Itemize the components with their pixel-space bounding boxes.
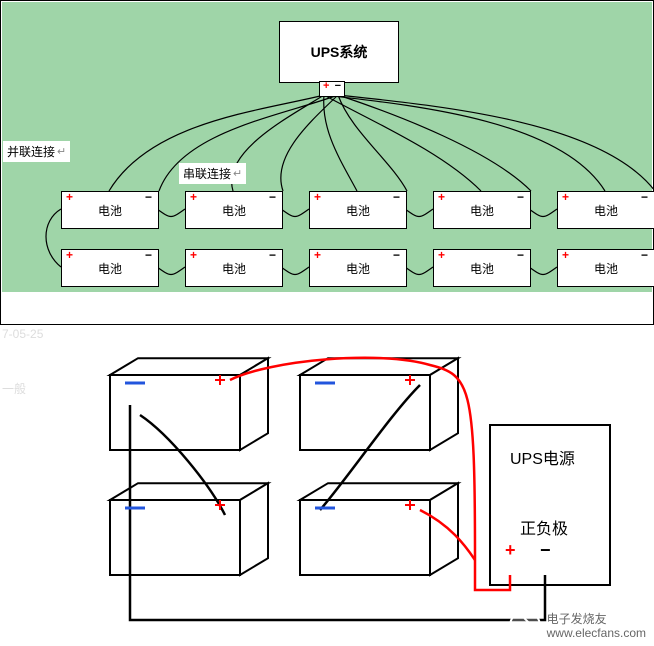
ups-power-label: UPS电源 — [510, 445, 575, 469]
battery-box: 电池 — [557, 249, 654, 287]
watermark-logo-icon — [509, 610, 541, 642]
battery-box: 电池 — [309, 191, 407, 229]
battery-box: 电池 — [309, 249, 407, 287]
battery-box: 电池 — [185, 249, 283, 287]
watermark-line2: www.elecfans.com — [547, 626, 646, 640]
parallel-label-text: 并联连接 — [7, 143, 55, 160]
top-diagram: UPS系统 + − 并联连接 ↵ 串联连接 ↵ 电池电池电池电池电池电池电池电池… — [0, 0, 654, 325]
ups-system-box: UPS系统 — [279, 21, 399, 83]
battery-box: 电池 — [61, 249, 159, 287]
battery-box: 电池 — [433, 191, 531, 229]
battery-box: 电池 — [61, 191, 159, 229]
series-label: 串联连接 ↵ — [179, 163, 246, 184]
ups-system-label: UPS系统 — [311, 42, 368, 62]
bottom-svg — [0, 325, 654, 646]
minus-symbol: − — [540, 540, 551, 561]
battery-box: 电池 — [557, 191, 654, 229]
parallel-label: 并联连接 ↵ — [3, 141, 70, 162]
watermark: 电子发烧友 www.elecfans.com — [509, 610, 646, 642]
cursor-icon: ↵ — [57, 145, 66, 158]
terminal-minus: − — [335, 80, 341, 92]
series-label-text: 串联连接 — [183, 165, 231, 182]
plus-symbol: + — [505, 540, 516, 561]
bottom-diagram: 7-05-25 一般 UPS电源 正负极 + − 电子发烧友 www.elecf… — [0, 325, 654, 646]
polarity-label: 正负极 — [520, 515, 568, 539]
battery-box: 电池 — [185, 191, 283, 229]
cursor-icon: ↵ — [233, 167, 242, 180]
ups-terminal: + − — [319, 81, 345, 97]
watermark-text: 电子发烧友 www.elecfans.com — [547, 612, 646, 641]
battery-box: 电池 — [433, 249, 531, 287]
terminal-plus: + — [323, 80, 329, 92]
watermark-line1: 电子发烧友 — [547, 612, 646, 626]
